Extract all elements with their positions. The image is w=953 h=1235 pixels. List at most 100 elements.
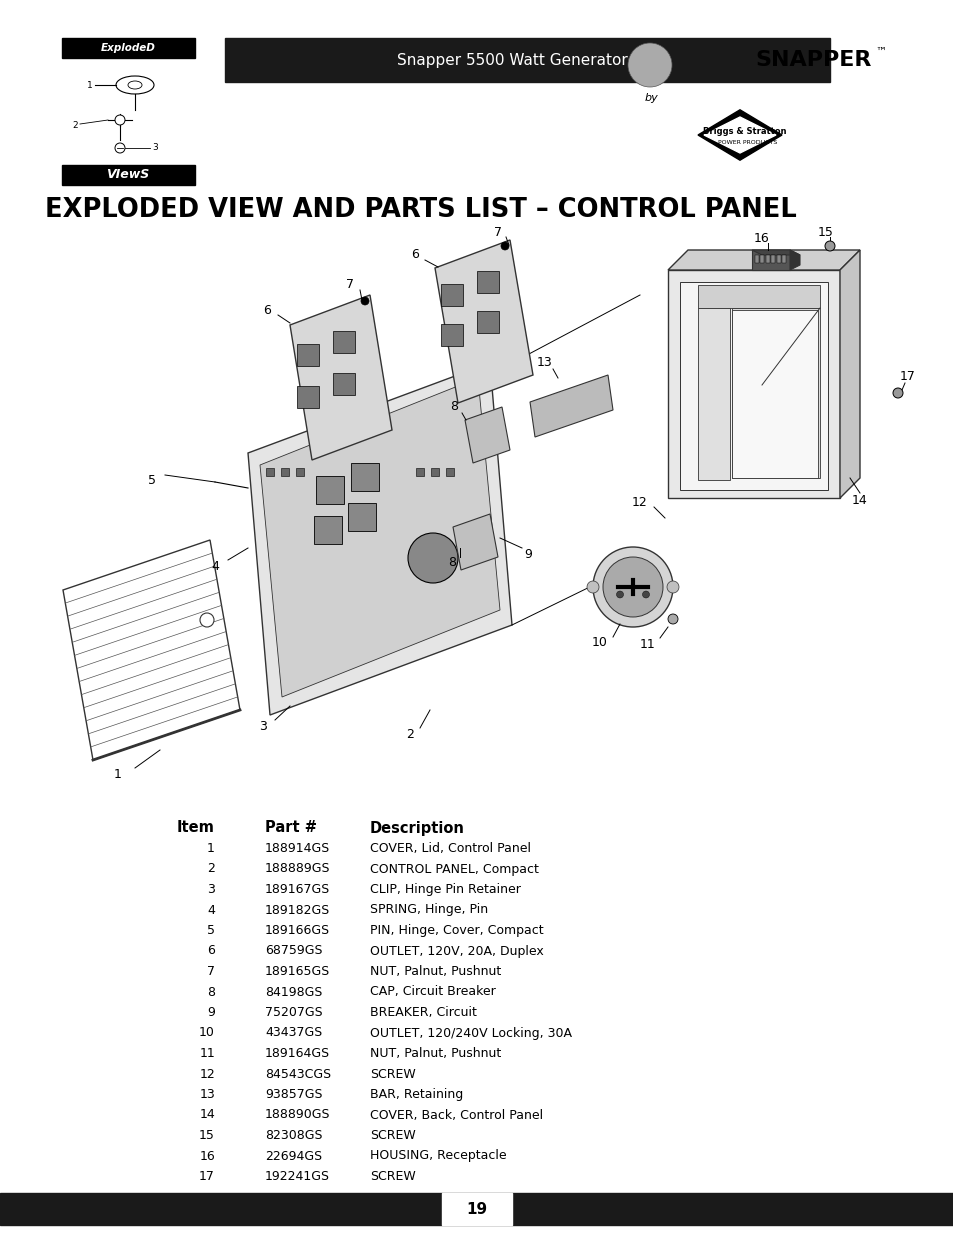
- Text: 19: 19: [466, 1202, 487, 1216]
- Text: 4: 4: [207, 904, 214, 916]
- Text: 15: 15: [818, 226, 833, 238]
- Text: 9: 9: [523, 548, 532, 562]
- Bar: [295, 468, 304, 475]
- Circle shape: [593, 547, 672, 627]
- Text: NUT, Palnut, Pushnut: NUT, Palnut, Pushnut: [370, 1047, 500, 1060]
- Polygon shape: [667, 270, 840, 498]
- Bar: [441, 1193, 512, 1225]
- Text: 1: 1: [87, 80, 92, 89]
- Text: 84198GS: 84198GS: [265, 986, 322, 999]
- Polygon shape: [698, 308, 729, 480]
- Text: NUT, Palnut, Pushnut: NUT, Palnut, Pushnut: [370, 965, 500, 978]
- Text: 11: 11: [639, 638, 655, 652]
- Text: ™: ™: [874, 47, 885, 57]
- Bar: [440, 324, 462, 346]
- Text: 15: 15: [199, 1129, 214, 1142]
- Text: 189164GS: 189164GS: [265, 1047, 330, 1060]
- Text: 4: 4: [211, 561, 218, 573]
- Bar: [679, 282, 827, 490]
- Text: 6: 6: [207, 945, 214, 957]
- Text: Item: Item: [177, 820, 214, 836]
- Text: 12: 12: [632, 495, 647, 509]
- Bar: [771, 254, 775, 263]
- Bar: [333, 373, 355, 395]
- Bar: [266, 468, 274, 475]
- Bar: [351, 463, 378, 492]
- Circle shape: [667, 614, 678, 624]
- Text: 22694GS: 22694GS: [265, 1150, 322, 1162]
- Text: 13: 13: [537, 357, 553, 369]
- Text: 3: 3: [152, 143, 157, 152]
- Text: 17: 17: [899, 369, 915, 383]
- Text: CAP, Circuit Breaker: CAP, Circuit Breaker: [370, 986, 496, 999]
- Circle shape: [666, 580, 679, 593]
- Circle shape: [408, 534, 457, 583]
- Text: 16: 16: [753, 231, 769, 245]
- Text: 9: 9: [207, 1007, 214, 1019]
- Bar: [751, 249, 789, 270]
- Text: 7: 7: [494, 226, 501, 238]
- Circle shape: [602, 557, 662, 618]
- Text: SNAPPER: SNAPPER: [754, 49, 870, 70]
- Text: EXPLODED VIEW AND PARTS LIST – CONTROL PANEL: EXPLODED VIEW AND PARTS LIST – CONTROL P…: [45, 198, 796, 224]
- Text: 2: 2: [406, 729, 414, 741]
- Text: CONTROL PANEL, Compact: CONTROL PANEL, Compact: [370, 862, 538, 876]
- Circle shape: [500, 242, 509, 249]
- Text: 7: 7: [346, 279, 354, 291]
- Text: Part #: Part #: [265, 820, 316, 836]
- Text: PIN, Hinge, Cover, Compact: PIN, Hinge, Cover, Compact: [370, 924, 543, 937]
- Text: 13: 13: [199, 1088, 214, 1100]
- Polygon shape: [751, 249, 800, 254]
- Polygon shape: [290, 295, 392, 459]
- Text: 188890GS: 188890GS: [265, 1109, 330, 1121]
- Text: 14: 14: [199, 1109, 214, 1121]
- Bar: [333, 331, 355, 353]
- Bar: [765, 254, 769, 263]
- Text: 1: 1: [207, 842, 214, 855]
- Polygon shape: [840, 249, 859, 498]
- Text: BREAKER, Circuit: BREAKER, Circuit: [370, 1007, 476, 1019]
- Circle shape: [115, 115, 125, 125]
- Text: BAR, Retaining: BAR, Retaining: [370, 1088, 463, 1100]
- Text: Briggs & Stratton: Briggs & Stratton: [702, 126, 786, 136]
- Bar: [62, 38, 194, 58]
- Ellipse shape: [116, 77, 153, 94]
- Polygon shape: [789, 249, 800, 270]
- Text: 17: 17: [199, 1170, 214, 1183]
- Circle shape: [115, 143, 125, 153]
- Text: 3: 3: [207, 883, 214, 897]
- Text: OUTLET, 120V, 20A, Duplex: OUTLET, 120V, 20A, Duplex: [370, 945, 543, 957]
- Bar: [296, 345, 318, 366]
- Polygon shape: [667, 249, 859, 270]
- Bar: [416, 468, 423, 475]
- Text: 6: 6: [263, 304, 271, 316]
- Bar: [776, 254, 781, 263]
- Text: 11: 11: [199, 1047, 214, 1060]
- Bar: [476, 311, 498, 333]
- Circle shape: [627, 43, 671, 86]
- Text: 188889GS: 188889GS: [265, 862, 330, 876]
- Text: POWER PRODUCTS: POWER PRODUCTS: [718, 141, 777, 146]
- Polygon shape: [703, 117, 775, 153]
- Circle shape: [586, 580, 598, 593]
- Text: 75207GS: 75207GS: [265, 1007, 322, 1019]
- Bar: [225, 38, 829, 82]
- Bar: [315, 475, 344, 504]
- Ellipse shape: [128, 82, 142, 89]
- Bar: [760, 254, 763, 263]
- Polygon shape: [464, 408, 510, 463]
- Text: 5: 5: [207, 924, 214, 937]
- Text: 8: 8: [448, 557, 456, 569]
- Circle shape: [824, 241, 834, 251]
- Text: 10: 10: [592, 636, 607, 650]
- Bar: [62, 38, 194, 185]
- Text: 2: 2: [207, 862, 214, 876]
- Text: 1: 1: [114, 768, 122, 782]
- Text: 43437GS: 43437GS: [265, 1026, 322, 1040]
- Circle shape: [641, 592, 649, 598]
- Text: 8: 8: [207, 986, 214, 999]
- Bar: [476, 270, 498, 293]
- Text: 16: 16: [199, 1150, 214, 1162]
- Text: 10: 10: [199, 1026, 214, 1040]
- Circle shape: [616, 592, 623, 598]
